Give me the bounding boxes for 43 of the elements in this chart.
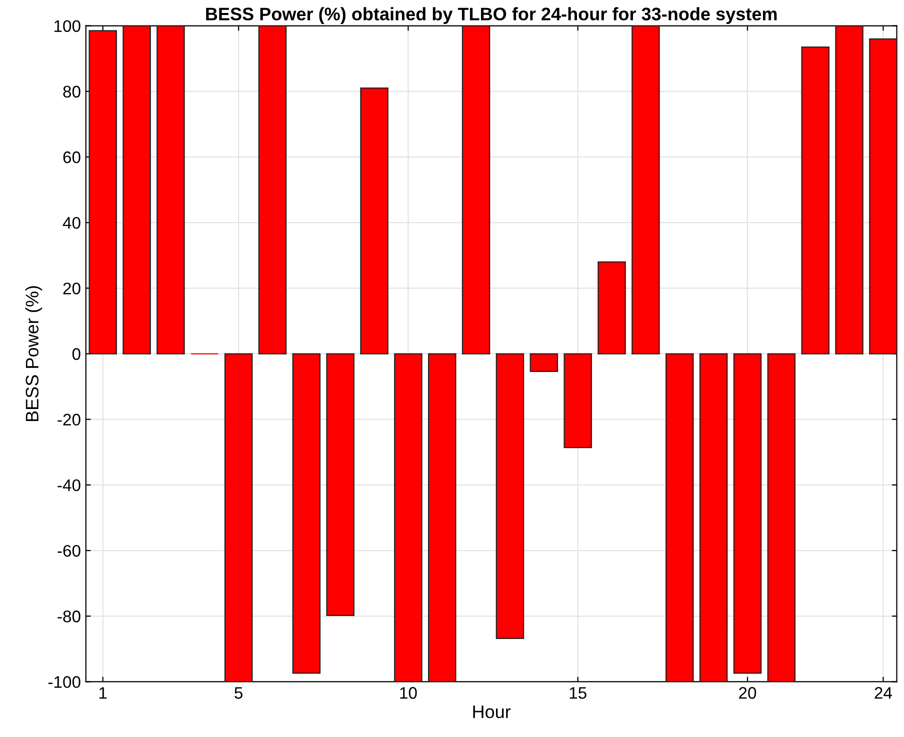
y-tick-label: -20 <box>58 414 80 426</box>
y-tick-label: 60 <box>63 151 80 164</box>
x-tick-label: 24 <box>874 687 892 699</box>
bar <box>394 353 422 682</box>
bar <box>156 26 185 354</box>
y-tick-label: 20 <box>63 282 80 294</box>
x-tick-label: 15 <box>570 687 586 699</box>
y-tick-label: 0 <box>72 348 80 360</box>
x-tick-label: 1 <box>99 687 107 699</box>
y-tick-label: 80 <box>63 86 80 98</box>
bar <box>564 353 592 448</box>
y-tick-label: -40 <box>58 479 80 492</box>
bar <box>632 26 660 354</box>
y-tick-label: -80 <box>58 610 80 622</box>
bar <box>88 30 117 354</box>
bar <box>360 88 388 354</box>
x-tick-label: 20 <box>739 687 756 699</box>
bar <box>767 353 796 682</box>
bar <box>733 353 762 674</box>
bar <box>598 261 626 354</box>
bar <box>258 26 287 354</box>
y-tick-label: 40 <box>62 216 80 229</box>
bar <box>122 26 151 354</box>
bar <box>496 353 524 639</box>
y-axis-title: BESS Power (%) <box>25 286 42 422</box>
x-tick-label: 5 <box>234 687 242 699</box>
chart-title: BESS Power (%) obtained by TLBO for 24-hour for 33-node system <box>206 7 777 24</box>
y-tick-label: -60 <box>58 544 80 557</box>
bar <box>666 353 694 682</box>
bar <box>530 353 558 372</box>
x-tick-label: 10 <box>400 687 417 699</box>
bar <box>428 353 456 682</box>
bar <box>462 26 490 354</box>
bar <box>835 26 864 354</box>
bar <box>224 353 253 682</box>
bar <box>326 353 354 616</box>
bar <box>292 353 321 674</box>
y-tick-label: 100 <box>54 20 80 32</box>
bar <box>801 46 830 354</box>
x-axis-title: Hour <box>473 706 511 718</box>
bar <box>869 38 897 354</box>
y-tick-label: -100 <box>48 676 80 688</box>
bar <box>699 353 728 682</box>
